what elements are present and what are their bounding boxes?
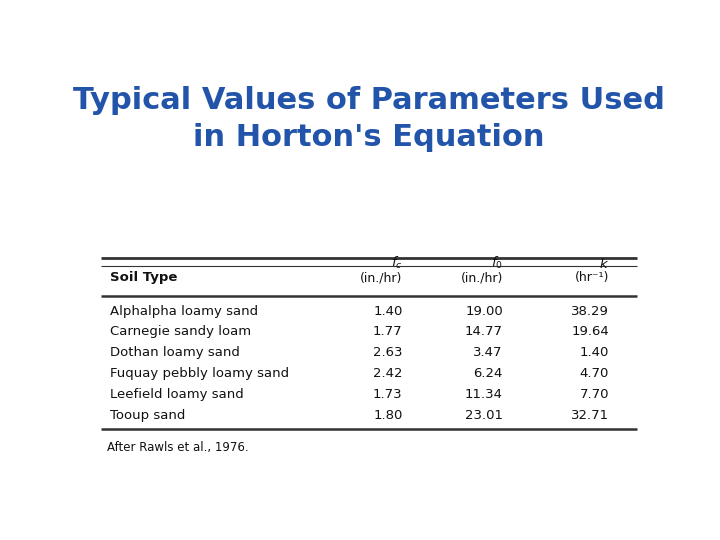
Text: Fuquay pebbly loamy sand: Fuquay pebbly loamy sand bbox=[109, 367, 289, 380]
Text: (in./hr): (in./hr) bbox=[360, 271, 402, 285]
Text: 19.00: 19.00 bbox=[465, 305, 503, 318]
Text: 38.29: 38.29 bbox=[571, 305, 609, 318]
Text: 32.71: 32.71 bbox=[571, 409, 609, 422]
Text: Tooup sand: Tooup sand bbox=[109, 409, 185, 422]
Text: 1.77: 1.77 bbox=[373, 326, 402, 339]
Text: 1.73: 1.73 bbox=[373, 388, 402, 401]
Text: Leefield loamy sand: Leefield loamy sand bbox=[109, 388, 243, 401]
Text: $k$: $k$ bbox=[599, 256, 609, 271]
Text: Carnegie sandy loam: Carnegie sandy loam bbox=[109, 326, 251, 339]
Text: 19.64: 19.64 bbox=[571, 326, 609, 339]
Text: Soil Type: Soil Type bbox=[109, 271, 177, 284]
Text: 7.70: 7.70 bbox=[580, 388, 609, 401]
Text: (in./hr): (in./hr) bbox=[461, 271, 503, 285]
Text: 2.42: 2.42 bbox=[373, 367, 402, 380]
Text: $f_c$: $f_c$ bbox=[391, 254, 402, 271]
Text: 6.24: 6.24 bbox=[474, 367, 503, 380]
Text: 1.40: 1.40 bbox=[580, 346, 609, 359]
Text: 4.70: 4.70 bbox=[580, 367, 609, 380]
Text: Alphalpha loamy sand: Alphalpha loamy sand bbox=[109, 305, 258, 318]
Text: Typical Values of Parameters Used
in Horton's Equation: Typical Values of Parameters Used in Hor… bbox=[73, 85, 665, 152]
Text: (hr⁻¹): (hr⁻¹) bbox=[575, 271, 609, 285]
Text: 2.63: 2.63 bbox=[373, 346, 402, 359]
Text: 11.34: 11.34 bbox=[465, 388, 503, 401]
Text: 3.47: 3.47 bbox=[474, 346, 503, 359]
Text: 1.40: 1.40 bbox=[373, 305, 402, 318]
Text: 23.01: 23.01 bbox=[465, 409, 503, 422]
Text: Dothan loamy sand: Dothan loamy sand bbox=[109, 346, 240, 359]
Text: $f_0$: $f_0$ bbox=[491, 254, 503, 271]
Text: 1.80: 1.80 bbox=[373, 409, 402, 422]
Text: 14.77: 14.77 bbox=[465, 326, 503, 339]
Text: After Rawls et al., 1976.: After Rawls et al., 1976. bbox=[107, 441, 248, 454]
